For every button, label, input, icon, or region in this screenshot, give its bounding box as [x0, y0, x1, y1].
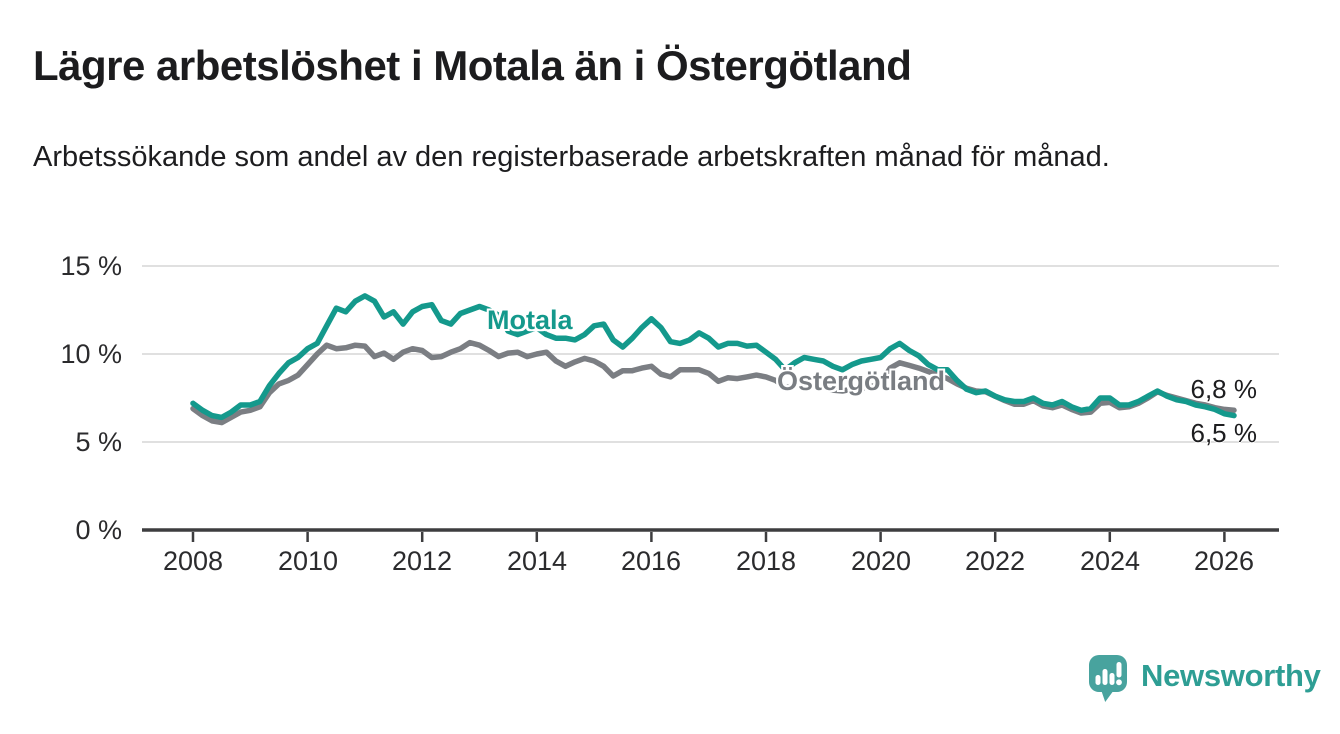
- series-line-motala: [190, 293, 1237, 421]
- y-axis-label-15: 15 %: [60, 251, 122, 281]
- series-label-motala: Motala: [487, 305, 573, 335]
- page-title: Lägre arbetslöshet i Motala än i Östergö…: [33, 42, 912, 89]
- x-axis-label-2020: 2020: [850, 546, 912, 576]
- x-axis-label-2012: 2012: [391, 546, 453, 576]
- end-value-label-motala: 6,5 %: [1190, 418, 1258, 448]
- x-axis-label-2024: 2024: [1079, 546, 1141, 576]
- x-axis-label-2010: 2010: [277, 546, 339, 576]
- newsworthy-wordmark: Newsworthy: [1141, 658, 1321, 693]
- x-axis-label-2026: 2026: [1193, 546, 1255, 576]
- chart-subtitle: Arbetssökande som andel av den registerb…: [33, 141, 1110, 173]
- x-axis-label-2018: 2018: [735, 546, 797, 576]
- y-axis-label-5: 5 %: [75, 427, 122, 457]
- y-axis-label-0: 0 %: [75, 515, 122, 545]
- y-axis-label-10: 10 %: [60, 339, 122, 369]
- end-value-label-ostergotland: 6,8 %: [1190, 374, 1258, 404]
- x-axis-label-2022: 2022: [964, 546, 1026, 576]
- x-axis-label-2008: 2008: [162, 546, 224, 576]
- series-line-ostergotland: [190, 339, 1237, 426]
- x-axis-label-2014: 2014: [506, 546, 568, 576]
- newsworthy-logo[interactable]: Newsworthy: [1088, 654, 1321, 704]
- newsworthy-bubble-chart-icon: [1089, 655, 1127, 702]
- series-label-ostergotland: Östergötland: [777, 366, 946, 396]
- x-axis-label-2016: 2016: [620, 546, 682, 576]
